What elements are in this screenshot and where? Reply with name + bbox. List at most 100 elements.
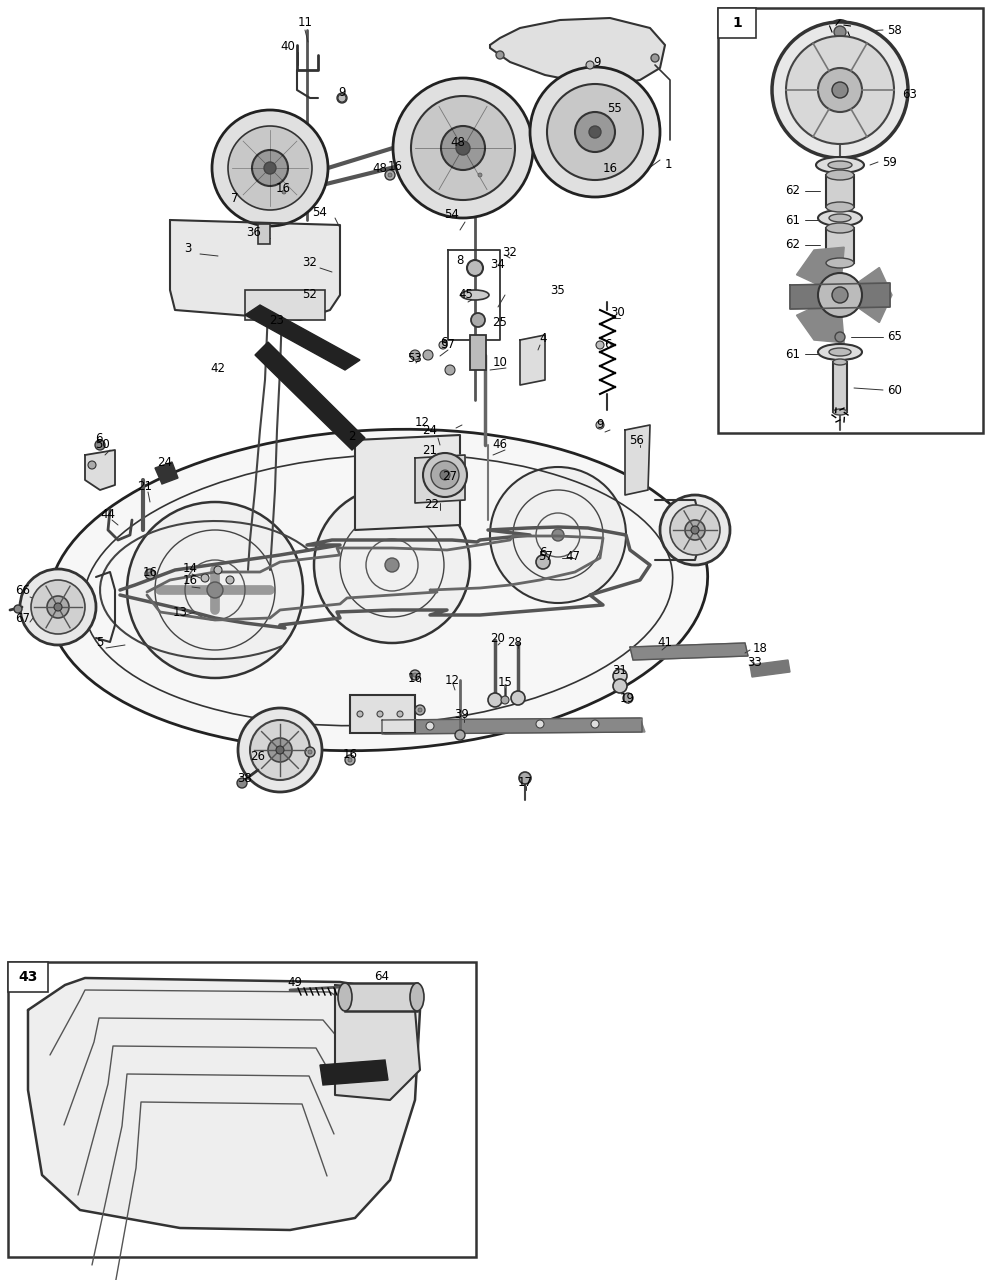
Text: 16: 16 (142, 566, 157, 579)
Text: 1: 1 (665, 159, 672, 172)
Text: 40: 40 (281, 41, 296, 54)
Polygon shape (255, 342, 365, 451)
Bar (8, 963, 48, 992)
Polygon shape (520, 335, 545, 385)
Circle shape (670, 506, 720, 556)
Polygon shape (320, 1060, 388, 1085)
Polygon shape (355, 435, 460, 530)
Text: 16: 16 (602, 161, 617, 174)
Text: 54: 54 (445, 209, 460, 221)
Text: 10: 10 (493, 356, 507, 369)
Ellipse shape (826, 259, 854, 268)
Text: 6: 6 (95, 431, 103, 444)
Circle shape (441, 125, 485, 170)
Text: 20: 20 (491, 631, 505, 645)
Text: 9: 9 (593, 56, 600, 69)
Circle shape (410, 669, 420, 680)
Text: 55: 55 (607, 101, 622, 114)
Text: 5: 5 (96, 635, 104, 649)
Circle shape (31, 580, 85, 634)
Circle shape (345, 755, 355, 765)
Bar (258, 224, 270, 244)
Circle shape (393, 78, 533, 218)
Circle shape (586, 61, 594, 69)
Ellipse shape (829, 348, 851, 356)
Polygon shape (380, 718, 645, 733)
Circle shape (282, 189, 286, 195)
Text: 48: 48 (451, 137, 466, 150)
Text: 25: 25 (493, 316, 507, 329)
Circle shape (308, 750, 312, 754)
Circle shape (488, 692, 502, 707)
Text: 19: 19 (619, 691, 635, 704)
Circle shape (818, 68, 862, 111)
Circle shape (214, 566, 222, 573)
Circle shape (575, 111, 615, 152)
Ellipse shape (818, 344, 862, 360)
Bar (350, 695, 415, 733)
Text: 61: 61 (785, 214, 800, 227)
Text: 1: 1 (732, 15, 742, 29)
Circle shape (818, 273, 862, 317)
Circle shape (250, 719, 310, 780)
Circle shape (259, 234, 267, 242)
Text: 6: 6 (539, 545, 547, 558)
Text: 17: 17 (517, 776, 532, 788)
Bar (470, 335, 486, 370)
Text: 16: 16 (388, 160, 403, 173)
Circle shape (478, 173, 482, 177)
Text: 16: 16 (276, 182, 291, 195)
Text: 46: 46 (493, 439, 507, 452)
Text: 22: 22 (424, 498, 439, 512)
Ellipse shape (833, 358, 847, 365)
Circle shape (439, 340, 447, 349)
Ellipse shape (828, 161, 852, 169)
Bar (833, 362, 847, 412)
Text: 65: 65 (887, 330, 902, 343)
Circle shape (268, 739, 292, 762)
Circle shape (228, 125, 312, 210)
Circle shape (207, 582, 223, 598)
Text: 67: 67 (16, 612, 31, 625)
Circle shape (88, 461, 96, 468)
Text: 26: 26 (250, 750, 265, 763)
Circle shape (501, 696, 509, 704)
Text: 33: 33 (748, 657, 763, 669)
Text: 59: 59 (882, 155, 897, 169)
Circle shape (445, 365, 455, 375)
Text: 52: 52 (303, 288, 317, 302)
Polygon shape (796, 247, 845, 294)
Circle shape (397, 710, 403, 717)
Text: 41: 41 (658, 635, 673, 649)
Polygon shape (840, 268, 892, 323)
Text: 36: 36 (246, 225, 261, 238)
Text: 30: 30 (610, 306, 625, 319)
Text: 53: 53 (407, 352, 422, 365)
Circle shape (530, 67, 660, 197)
Text: 62: 62 (785, 184, 800, 197)
Polygon shape (790, 283, 890, 308)
Circle shape (496, 51, 504, 59)
Text: 47: 47 (566, 549, 581, 562)
Text: 39: 39 (455, 708, 470, 721)
Text: 56: 56 (630, 434, 645, 447)
Text: 21: 21 (422, 443, 437, 457)
Circle shape (388, 173, 392, 177)
Ellipse shape (826, 202, 854, 212)
Text: Tracktor: Tracktor (137, 512, 602, 608)
Circle shape (467, 260, 483, 276)
Circle shape (127, 502, 303, 678)
Circle shape (252, 150, 288, 186)
Text: 2: 2 (348, 430, 356, 443)
Circle shape (264, 163, 276, 174)
Circle shape (338, 93, 346, 102)
Polygon shape (155, 462, 178, 484)
Circle shape (418, 708, 422, 712)
Text: 28: 28 (507, 636, 522, 649)
Circle shape (772, 22, 908, 157)
Circle shape (238, 708, 322, 792)
Circle shape (685, 520, 705, 540)
Circle shape (47, 596, 69, 618)
Text: 24: 24 (157, 457, 172, 470)
Text: 21: 21 (137, 480, 152, 494)
